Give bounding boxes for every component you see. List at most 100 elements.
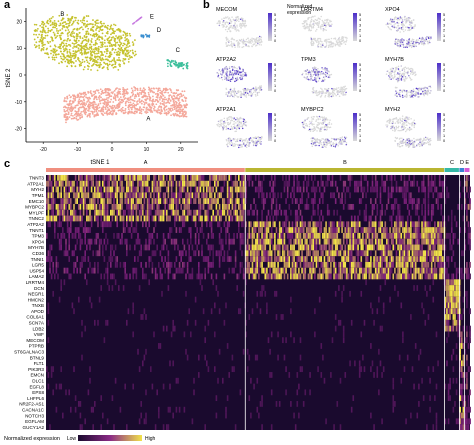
- heatmap-cell: [384, 180, 387, 187]
- feature-point: [428, 40, 431, 42]
- feature-point: [401, 41, 404, 44]
- heatmap-cell: [354, 180, 356, 187]
- cluster-a-point: [162, 89, 165, 92]
- feature-point: [257, 136, 260, 139]
- feature-point: [223, 122, 226, 124]
- feature-point: [419, 141, 421, 143]
- feature-point: [318, 90, 321, 93]
- cluster-b-point: [96, 37, 99, 40]
- cluster-b-point: [91, 54, 94, 56]
- feature-point: [389, 120, 391, 123]
- feature-point: [340, 93, 343, 95]
- cluster-a-point: [178, 104, 181, 107]
- feature-point: [410, 142, 413, 145]
- heatmap-cell: [230, 175, 232, 181]
- heatmap-cell: [217, 175, 219, 181]
- cluster-b-point: [76, 28, 79, 31]
- cluster-b-point: [49, 29, 52, 32]
- feature-point: [390, 18, 392, 20]
- heatmap-cell: [159, 175, 162, 181]
- feature-point: [394, 86, 397, 89]
- heatmap-cell: [140, 180, 142, 187]
- cluster-a-point: [133, 100, 136, 102]
- heatmap-cell: [92, 175, 94, 181]
- feature-point: [404, 76, 407, 78]
- feature-point: [410, 123, 412, 125]
- cluster-a-point: [157, 88, 160, 90]
- feature-point: [339, 140, 341, 143]
- cluster-b-point: [73, 52, 76, 55]
- heatmap-cell: [274, 180, 276, 187]
- cluster-a-point: [91, 112, 94, 115]
- cluster-c-point: [185, 66, 188, 69]
- feature-point: [228, 73, 231, 75]
- cluster-a-point: [163, 98, 166, 101]
- feature-point: [343, 136, 346, 138]
- cluster-b-point: [113, 60, 116, 62]
- feature-point: [224, 71, 227, 74]
- cluster-b-point: [101, 38, 104, 40]
- cluster-a-point: [130, 87, 133, 90]
- feature-point: [320, 15, 322, 18]
- cluster-b-point: [86, 30, 89, 33]
- cluster-a-point: [139, 89, 142, 92]
- feature-colorbar-tick: 3: [443, 123, 445, 127]
- feature-point: [326, 91, 328, 93]
- cluster-a-point: [119, 101, 121, 104]
- feature-plot-title: LRRTM4: [301, 7, 323, 13]
- cluster-a-point: [128, 111, 131, 114]
- feature-point: [219, 73, 222, 75]
- cluster-b-point: [92, 33, 95, 36]
- feature-colorbar-tick: 2: [274, 29, 276, 33]
- feature-point: [241, 144, 243, 146]
- feature-point: [219, 70, 222, 73]
- gene-label: EGFL8: [29, 384, 44, 389]
- feature-point: [340, 140, 343, 143]
- cluster-a-point: [108, 109, 111, 112]
- feature-point: [220, 76, 223, 79]
- feature-point: [242, 38, 245, 40]
- cluster-b-point: [60, 32, 63, 35]
- feature-point: [229, 26, 232, 29]
- feature-point: [398, 93, 401, 96]
- cluster-a-point: [174, 113, 177, 115]
- cluster-b-point: [77, 49, 80, 52]
- cluster-b-point: [85, 15, 88, 17]
- cluster-a-point: [116, 87, 118, 90]
- heatmap-cell: [360, 175, 363, 181]
- feature-point: [244, 91, 247, 94]
- heatmap-cell: [87, 175, 90, 181]
- cluster-a-point: [140, 108, 143, 111]
- feature-point: [321, 88, 323, 90]
- cluster-a-point: [93, 115, 96, 118]
- cluster-b-point: [69, 18, 72, 20]
- feature-point: [319, 26, 322, 29]
- cluster-b-point: [51, 23, 54, 26]
- feature-point: [317, 91, 320, 94]
- cluster-b-point: [127, 52, 129, 55]
- feature-point: [229, 30, 232, 32]
- feature-point: [426, 93, 429, 96]
- gene-label: CACNA1C: [22, 407, 45, 412]
- cluster-b-point: [74, 19, 77, 22]
- cluster-a-point: [146, 97, 149, 100]
- cluster-b-point: [70, 58, 72, 61]
- feature-plot-title: XPO4: [385, 7, 400, 13]
- heatmap-cell: [153, 180, 155, 187]
- feature-point: [260, 89, 263, 91]
- cluster-a-point: [138, 99, 141, 101]
- cluster-b-point: [97, 58, 99, 61]
- cluster-b-point: [75, 37, 78, 40]
- feature-point: [321, 40, 323, 43]
- feature-point: [228, 67, 231, 70]
- feature-colorbar: [437, 113, 441, 141]
- cluster-b-point: [120, 35, 122, 38]
- feature-point: [336, 91, 338, 93]
- feature-point: [306, 125, 308, 128]
- cluster-b-point: [78, 64, 81, 67]
- cluster-b-point: [96, 49, 98, 51]
- cluster-a-point: [79, 100, 82, 102]
- feature-point: [388, 74, 391, 77]
- feature-point: [316, 141, 318, 143]
- cluster-a-point: [106, 97, 109, 99]
